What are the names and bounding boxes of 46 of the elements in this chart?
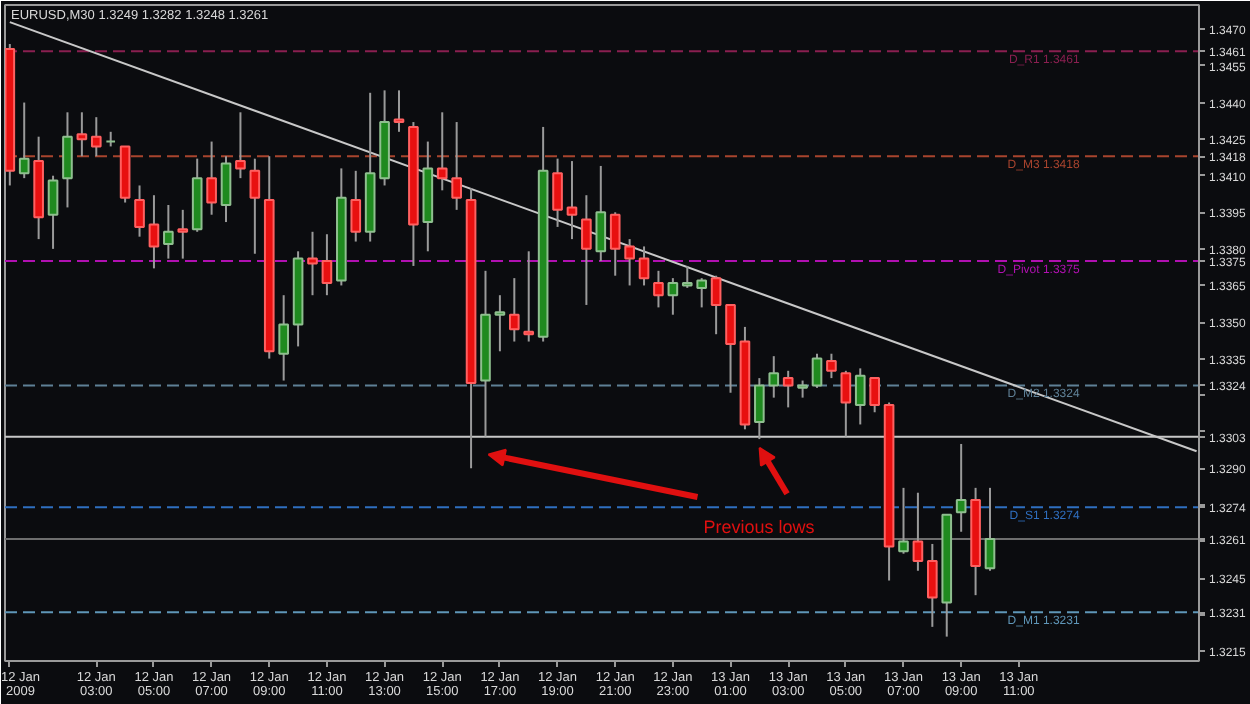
candlestick bbox=[177, 208, 189, 260]
candlestick bbox=[638, 245, 650, 287]
candlestick bbox=[148, 194, 160, 270]
candlestick bbox=[566, 160, 578, 241]
candlestick bbox=[206, 140, 217, 216]
candlestick bbox=[350, 169, 362, 243]
candlestick bbox=[523, 250, 535, 343]
candlestick bbox=[451, 121, 462, 211]
candlestick bbox=[18, 101, 30, 180]
candlestick bbox=[595, 164, 607, 263]
candlestick bbox=[898, 486, 909, 555]
candlestick bbox=[436, 111, 448, 192]
candlestick bbox=[249, 157, 261, 255]
candlestick bbox=[307, 230, 318, 297]
candlestick bbox=[667, 277, 679, 316]
candlestick bbox=[811, 352, 823, 389]
candlestick bbox=[826, 352, 837, 380]
candlestick bbox=[912, 491, 924, 572]
candlestick bbox=[163, 203, 174, 260]
candlestick bbox=[869, 377, 880, 414]
candlestick bbox=[62, 111, 73, 209]
candlestick bbox=[508, 277, 520, 343]
candlestick bbox=[782, 369, 794, 409]
candlestick bbox=[754, 377, 765, 441]
candlestick bbox=[494, 294, 506, 353]
candlestick bbox=[725, 303, 736, 394]
candlestick bbox=[235, 111, 246, 180]
candlestick bbox=[47, 174, 59, 250]
candlestick bbox=[984, 486, 996, 572]
candlestick bbox=[955, 442, 967, 533]
candlestick bbox=[278, 294, 289, 382]
candlestick bbox=[653, 269, 664, 309]
candlestick bbox=[220, 155, 232, 224]
candlestick bbox=[90, 116, 102, 158]
candlestick bbox=[768, 355, 780, 399]
candlestick bbox=[854, 367, 866, 426]
candlestick bbox=[134, 184, 145, 238]
annotation: Previous lows bbox=[703, 516, 816, 537]
candlestick bbox=[393, 89, 405, 133]
candlestick bbox=[710, 274, 722, 336]
candlestick bbox=[552, 157, 563, 228]
candlestick bbox=[76, 111, 88, 158]
candlestick bbox=[321, 233, 333, 297]
candlestick bbox=[581, 194, 592, 306]
candlestick bbox=[927, 542, 938, 628]
candlestick bbox=[840, 369, 852, 438]
